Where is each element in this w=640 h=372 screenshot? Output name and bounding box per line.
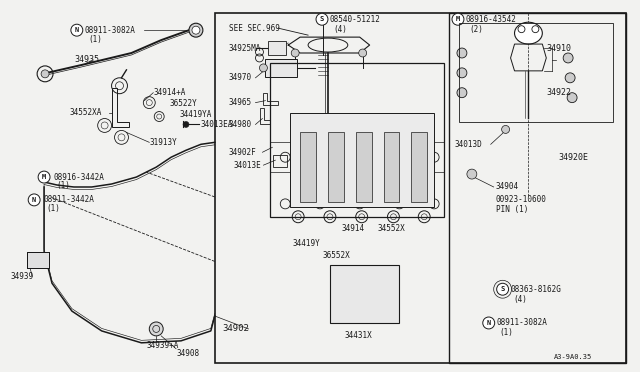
Bar: [459, 23, 612, 122]
Text: 08911-3442A: 08911-3442A: [43, 195, 94, 204]
Text: 34902F: 34902F: [228, 148, 257, 157]
Bar: [328, 132, 344, 202]
Text: 34908: 34908: [176, 349, 199, 358]
Text: N: N: [75, 27, 79, 33]
Text: 34013E: 34013E: [234, 161, 261, 170]
Circle shape: [467, 169, 477, 179]
Text: 08916-43542: 08916-43542: [466, 15, 516, 24]
Text: N: N: [486, 320, 491, 326]
Ellipse shape: [515, 22, 542, 44]
Bar: [268, 41, 286, 55]
Text: (1): (1): [56, 182, 70, 190]
Text: (4): (4): [333, 25, 347, 34]
Text: 34552X: 34552X: [378, 224, 405, 233]
Text: 34939+A: 34939+A: [147, 341, 179, 350]
Circle shape: [183, 122, 189, 128]
Text: 34552XA: 34552XA: [70, 108, 102, 117]
Text: (4): (4): [513, 295, 527, 304]
Bar: [266, 59, 297, 77]
Circle shape: [502, 125, 509, 134]
Text: 34419Y: 34419Y: [292, 239, 320, 248]
Text: 08540-51212: 08540-51212: [330, 15, 381, 24]
Text: 34914: 34914: [342, 224, 365, 233]
Circle shape: [497, 283, 509, 295]
Text: (2): (2): [469, 25, 483, 34]
Text: 34902: 34902: [223, 324, 250, 333]
Text: 34431X: 34431X: [345, 331, 372, 340]
Text: 08363-8162G: 08363-8162G: [511, 285, 561, 294]
Circle shape: [71, 24, 83, 36]
Text: 31913Y: 31913Y: [149, 138, 177, 147]
Text: 34970: 34970: [228, 73, 252, 82]
Text: M: M: [456, 16, 460, 22]
Text: 34914+A: 34914+A: [153, 88, 186, 97]
Text: N: N: [32, 197, 36, 203]
Circle shape: [483, 317, 495, 329]
Text: 34920E: 34920E: [558, 153, 588, 162]
Text: 34939: 34939: [10, 272, 33, 281]
Text: 08911-3082A: 08911-3082A: [497, 318, 548, 327]
Text: 34935: 34935: [75, 55, 100, 64]
Text: (1): (1): [500, 328, 513, 337]
Text: 34419YA: 34419YA: [179, 110, 211, 119]
Text: S: S: [500, 286, 505, 292]
Text: (1): (1): [89, 35, 102, 44]
Text: 34980: 34980: [228, 120, 252, 129]
Bar: [356, 132, 372, 202]
Bar: [330, 265, 399, 323]
Text: 34965: 34965: [228, 98, 252, 107]
Text: PIN (1): PIN (1): [495, 205, 528, 214]
Bar: [290, 113, 434, 207]
Circle shape: [563, 53, 573, 63]
Text: 34910: 34910: [547, 44, 572, 52]
Circle shape: [457, 48, 467, 58]
Circle shape: [452, 13, 464, 25]
Circle shape: [38, 171, 50, 183]
Bar: [215, 13, 626, 363]
Text: 08911-3082A: 08911-3082A: [84, 26, 136, 35]
Circle shape: [316, 13, 328, 25]
Text: 36522Y: 36522Y: [169, 99, 197, 108]
Circle shape: [192, 26, 200, 34]
Text: (1): (1): [46, 204, 60, 213]
Text: 34013EA: 34013EA: [201, 120, 233, 129]
Bar: [28, 253, 49, 268]
Circle shape: [567, 93, 577, 103]
Circle shape: [28, 194, 40, 206]
Bar: [300, 132, 316, 202]
Text: 00923-10600: 00923-10600: [495, 195, 547, 204]
Circle shape: [358, 49, 367, 57]
Text: 08916-3442A: 08916-3442A: [53, 173, 104, 182]
Text: 34904: 34904: [495, 183, 519, 192]
Bar: [28, 253, 49, 268]
Circle shape: [565, 73, 575, 83]
Text: S: S: [320, 16, 324, 22]
Circle shape: [149, 322, 163, 336]
Text: 34922: 34922: [547, 88, 572, 97]
Circle shape: [259, 64, 268, 72]
Bar: [449, 13, 626, 363]
Text: 36552X: 36552X: [323, 251, 351, 260]
Text: 34013D: 34013D: [455, 140, 483, 149]
Text: 34925MA: 34925MA: [228, 44, 261, 52]
Text: A3-9A0.35: A3-9A0.35: [554, 354, 593, 360]
Bar: [270, 63, 444, 217]
Bar: [412, 132, 427, 202]
Circle shape: [457, 88, 467, 98]
Text: M: M: [42, 174, 46, 180]
Circle shape: [291, 49, 299, 57]
Circle shape: [457, 68, 467, 78]
Bar: [273, 155, 287, 167]
Bar: [383, 132, 399, 202]
Text: SEE SEC.969: SEE SEC.969: [228, 24, 280, 33]
Circle shape: [189, 23, 203, 37]
Circle shape: [41, 70, 49, 78]
